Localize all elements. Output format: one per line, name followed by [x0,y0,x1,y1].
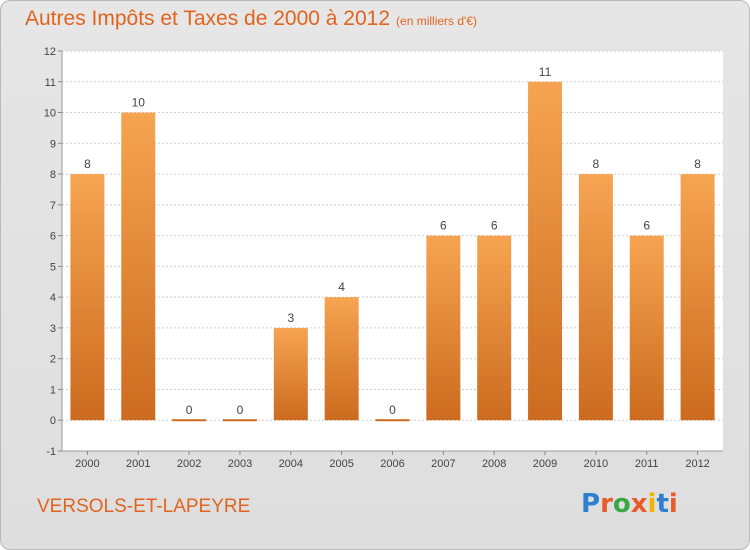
bar [629,235,664,421]
proxiti-logo: Proxiti [581,489,678,519]
y-tick-label: 6 [50,231,56,243]
data-label: 0 [186,403,193,417]
x-tick-label: 2012 [685,458,709,470]
y-tick-label: 4 [50,292,56,304]
y-tick-label: -1 [46,446,56,458]
data-label: 0 [237,403,244,417]
y-tick-label: 0 [50,415,56,427]
x-tick-label: 2005 [329,458,353,470]
x-tick-label: 2001 [126,458,150,470]
y-tick-label: 5 [50,261,56,273]
x-tick-label: 2010 [584,458,608,470]
data-label: 8 [84,157,91,171]
y-tick-label: 3 [50,323,56,335]
bar [578,174,613,421]
x-tick-label: 2004 [279,458,303,470]
data-label: 10 [132,96,146,110]
data-label: 6 [491,219,498,233]
x-tick-label: 2003 [228,458,252,470]
bar [477,235,512,421]
data-label: 3 [287,311,294,325]
bar [324,297,359,421]
logo-letter: r [600,489,613,519]
chart-title: Autres Impôts et Taxes de 2000 à 2012 [25,7,391,30]
bar [528,81,563,421]
data-label: 6 [643,219,650,233]
title-row: Autres Impôts et Taxes de 2000 à 2012 (en… [25,7,477,31]
y-tick-label: 8 [50,169,56,181]
x-tick-label: 2006 [380,458,404,470]
bar [172,419,207,422]
x-tick-label: 2007 [431,458,455,470]
x-tick-label: 2008 [482,458,506,470]
bar [121,112,156,421]
data-label: 6 [440,219,447,233]
plot-area [62,51,723,451]
logo-letter: o [612,489,631,519]
data-label: 4 [338,280,345,294]
y-tick-label: 1 [50,384,56,396]
data-label: 8 [694,157,701,171]
commune-name: VERSOLS-ET-LAPEYRE [37,496,251,517]
logo-letter: x [630,489,648,519]
y-tick-label: 7 [50,200,56,212]
logo-letter: i [647,489,657,519]
bar [70,174,105,421]
bar [426,235,461,421]
bar [273,327,308,421]
y-tick-label: 9 [50,138,56,150]
y-tick-label: 2 [50,354,56,366]
data-label: 0 [389,403,396,417]
data-label: 11 [539,65,552,79]
chart-subtitle: (en milliers d'€) [396,14,478,28]
logo-letter: P [581,489,601,519]
x-tick-label: 2009 [533,458,557,470]
bar [680,174,715,421]
y-tick-label: 11 [45,77,56,89]
x-tick-label: 2000 [75,458,99,470]
data-label: 8 [593,157,600,171]
y-tick-label: 10 [44,108,56,120]
logo-letter: i [668,489,678,519]
x-tick-label: 2002 [177,458,201,470]
logo-letter: t [656,489,669,519]
x-tick-label: 2011 [635,458,659,470]
bar [222,419,257,422]
bar [375,419,410,422]
y-tick-label: 12 [44,46,56,58]
